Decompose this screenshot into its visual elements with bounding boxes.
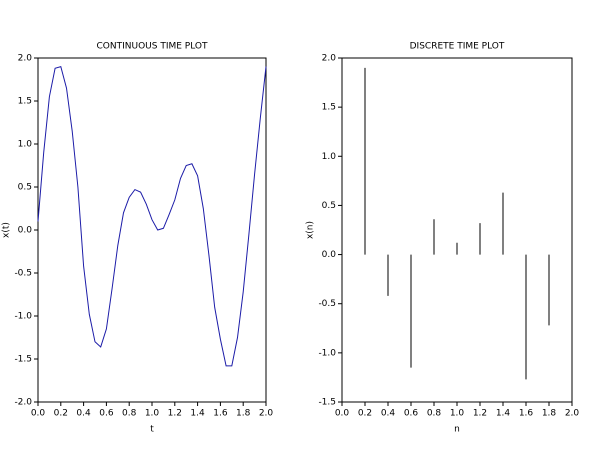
plot-frame — [37, 57, 267, 403]
x-tick-label: 0.6 — [404, 409, 419, 419]
x-tick-label: 0.2 — [358, 409, 372, 419]
x-tick-label: 0.0 — [31, 409, 46, 419]
x-tick-label: 0.8 — [122, 409, 137, 419]
x-tick-label: 2.0 — [259, 409, 274, 419]
y-tick-label: 0.0 — [322, 250, 337, 260]
x-tick-label: 1.6 — [213, 409, 228, 419]
x-tick-label: 1.4 — [190, 409, 205, 419]
y-tick-label: -1.0 — [14, 312, 32, 322]
y-tick-label: 1.5 — [322, 103, 336, 113]
y-tick-label: 2.0 — [18, 54, 33, 64]
y-tick-label: 2.0 — [322, 54, 337, 64]
y-tick-label: 1.0 — [18, 140, 33, 150]
x-axis-label: t — [150, 425, 154, 435]
chart-title: DISCRETE TIME PLOT — [410, 42, 505, 52]
y-tick-label: -2.0 — [14, 398, 32, 408]
y-tick-label: 0.5 — [18, 183, 32, 193]
plot-frame — [341, 57, 573, 403]
x-tick-label: 0.6 — [99, 409, 114, 419]
x-tick-label: 0.2 — [54, 409, 68, 419]
y-tick-label: 1.0 — [322, 152, 337, 162]
x-tick-label: 1.0 — [450, 409, 465, 419]
y-axis-label: x(t) — [2, 222, 12, 238]
x-tick-label: 0.0 — [335, 409, 350, 419]
x-tick-label: 1.8 — [542, 409, 557, 419]
x-tick-label: 1.0 — [145, 409, 160, 419]
y-tick-label: -1.5 — [14, 355, 32, 365]
x-tick-label: 1.8 — [236, 409, 251, 419]
line-series — [37, 65, 267, 367]
x-tick-label: 1.2 — [168, 409, 182, 419]
x-tick-label: 0.4 — [76, 409, 91, 419]
y-axis-label: x(n) — [306, 221, 316, 239]
y-tick-label: 0.5 — [322, 201, 336, 211]
chart-title: CONTINUOUS TIME PLOT — [97, 42, 208, 52]
x-tick-label: 1.2 — [473, 409, 487, 419]
x-tick-label: 0.4 — [381, 409, 396, 419]
x-tick-label: 1.6 — [519, 409, 534, 419]
x-tick-label: 2.0 — [565, 409, 580, 419]
y-tick-label: -1.5 — [318, 398, 336, 408]
x-tick-label: 1.4 — [496, 409, 511, 419]
y-tick-label: 0.0 — [18, 226, 33, 236]
x-axis-label: n — [454, 425, 460, 435]
y-tick-label: -0.5 — [318, 299, 336, 309]
x-tick-label: 0.8 — [427, 409, 442, 419]
y-tick-label: 1.5 — [18, 97, 32, 107]
y-tick-label: -1.0 — [318, 348, 336, 358]
y-tick-label: -0.5 — [14, 269, 32, 279]
